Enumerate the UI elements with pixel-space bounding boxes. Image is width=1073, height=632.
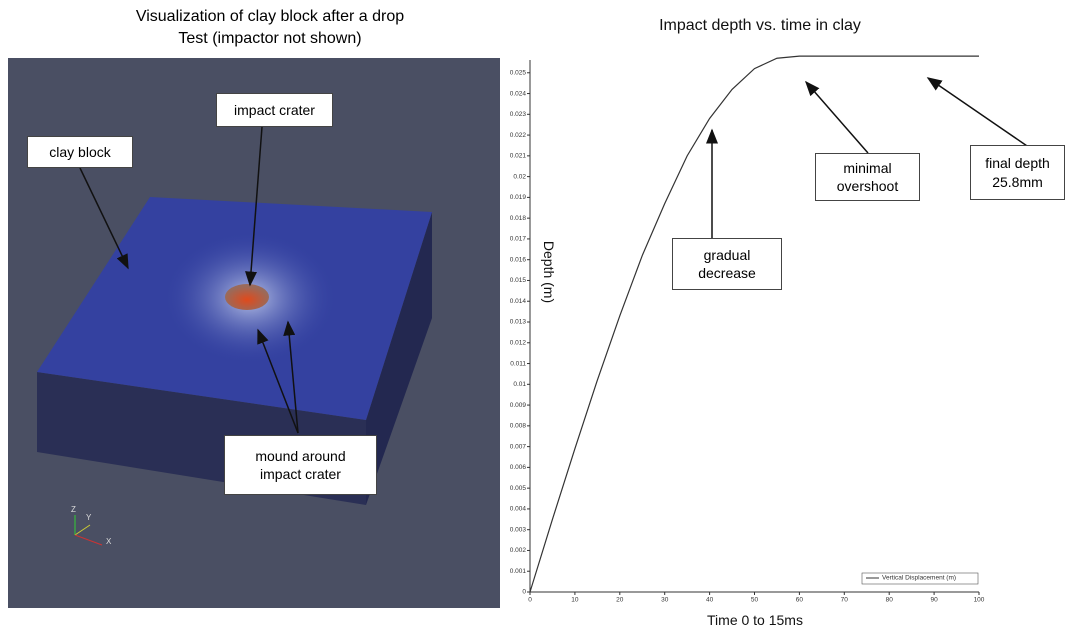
annotation: minimal overshoot (815, 153, 920, 201)
x-tick-label: 50 (751, 597, 759, 604)
legend-label: Vertical Displacement (m) (882, 575, 956, 582)
chart: Impact depth vs. time in clay Time 0 to … (510, 17, 1030, 628)
y-tick-label: 0.007 (510, 443, 527, 450)
gizmo-label: Z (71, 505, 76, 514)
annotation: final depth 25.8mm (970, 145, 1065, 200)
y-tick-label: 0.001 (510, 568, 527, 575)
x-tick-label: 10 (571, 597, 579, 604)
y-tick-label: 0.021 (510, 153, 527, 160)
annotation: mound around impact crater (224, 435, 377, 495)
y-tick-label: 0.005 (510, 485, 527, 492)
y-tick-label: 0.022 (510, 132, 527, 139)
y-axis-label: Depth (m) (541, 241, 557, 303)
arrow (928, 78, 1030, 148)
line (530, 56, 979, 592)
figure: Z Y X Impact depth vs. time in clay Time… (0, 0, 1073, 632)
x-tick-label: 100 (974, 597, 985, 604)
y-tick-label: 0.018 (510, 215, 527, 222)
render-title: Visualization of clay block after a drop… (80, 6, 460, 49)
y-tick-label: 0.017 (510, 236, 527, 243)
y-tick-label: 0.003 (510, 526, 527, 533)
y-tick-label: 0.012 (510, 339, 527, 346)
gizmo-label: Y (86, 513, 92, 522)
y-tick-label: 0.004 (510, 506, 527, 513)
x-tick-label: 60 (796, 597, 804, 604)
gizmo-label: X (106, 537, 112, 546)
y-tick-label: 0.015 (510, 277, 527, 284)
y-tick-label: 0.019 (510, 194, 527, 201)
annotation: gradual decrease (672, 238, 782, 290)
y-tick-label: 0.008 (510, 423, 527, 430)
x-tick-label: 70 (841, 597, 849, 604)
page: {"render": {"title": "Visualization of c… (0, 0, 1073, 632)
x-tick-label: 90 (930, 597, 938, 604)
y-tick-label: 0.023 (510, 111, 527, 118)
y-tick-label: 0.011 (510, 360, 526, 367)
x-tick-label: 80 (886, 597, 894, 604)
chart-title: Impact depth vs. time in clay (659, 17, 861, 34)
crater (225, 284, 269, 310)
annotation: impact crater (216, 93, 333, 127)
y-tick-label: 0.02 (513, 173, 526, 180)
y-tick-label: 0.016 (510, 256, 527, 263)
y-tick-label: 0 (522, 589, 526, 596)
y-tick-label: 0.002 (510, 547, 527, 554)
x-tick-label: 0 (528, 597, 532, 604)
annotation: clay block (27, 136, 133, 168)
x-tick-label: 20 (616, 597, 624, 604)
y-tick-label: 0.01 (513, 381, 526, 388)
y-tick-label: 0.006 (510, 464, 527, 471)
x-axis-label: Time 0 to 15ms (707, 612, 803, 628)
y-tick-label: 0.014 (510, 298, 527, 305)
arrow (806, 82, 868, 153)
y-tick-label: 0.009 (510, 402, 527, 409)
y-tick-label: 0.013 (510, 319, 527, 326)
y-tick-label: 0.025 (510, 69, 527, 76)
x-tick-label: 30 (661, 597, 669, 604)
y-tick-label: 0.024 (510, 90, 527, 97)
x-tick-label: 40 (706, 597, 714, 604)
